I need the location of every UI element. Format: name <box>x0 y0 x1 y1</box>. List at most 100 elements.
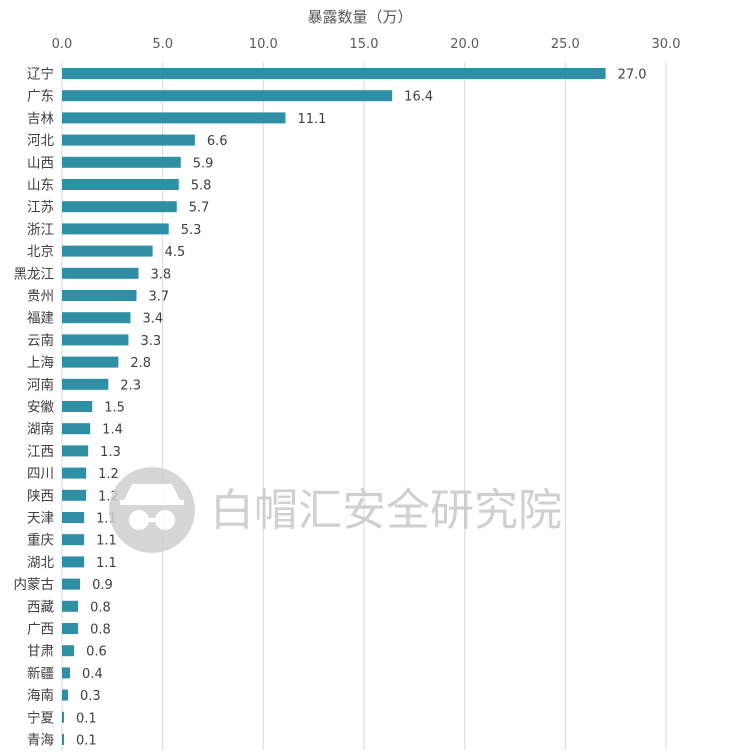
category-label: 安徽 <box>27 400 54 416</box>
category-label: 云南 <box>27 333 54 349</box>
category-label: 广西 <box>27 622 54 638</box>
bar <box>62 134 195 146</box>
x-axis-title: 暴露数量（万） <box>307 8 412 26</box>
bar <box>62 401 93 412</box>
bar <box>62 489 87 501</box>
value-label: 3.4 <box>142 312 163 327</box>
bar <box>62 689 69 701</box>
bar <box>62 68 606 79</box>
category-label: 浙江 <box>27 222 54 238</box>
value-label: 2.3 <box>120 378 141 393</box>
bar <box>62 290 137 301</box>
value-label: 5.3 <box>181 223 202 238</box>
category-label: 天津 <box>27 511 54 527</box>
category-label: 河南 <box>27 377 54 393</box>
category-label: 山东 <box>27 178 54 194</box>
bar <box>62 245 153 257</box>
category-label: 青海 <box>27 733 54 749</box>
bar <box>62 623 79 634</box>
value-label: 1.4 <box>102 423 123 438</box>
value-label: 0.1 <box>76 711 97 726</box>
value-label: 0.9 <box>92 578 113 593</box>
value-label: 0.3 <box>80 689 101 704</box>
x-tick-label: 20.0 <box>450 37 479 52</box>
category-label: 贵州 <box>27 289 54 305</box>
bar <box>62 267 139 279</box>
bar <box>62 534 85 546</box>
bar <box>62 600 79 612</box>
value-label: 0.6 <box>86 645 107 660</box>
category-label: 山西 <box>27 155 54 171</box>
x-tick-label: 15.0 <box>350 37 379 52</box>
category-label: 广东 <box>27 89 54 105</box>
bar <box>62 556 85 568</box>
x-tick-label: 0.0 <box>52 37 73 52</box>
watermark-text: 白帽汇安全研究院 <box>210 485 562 536</box>
bar <box>62 667 71 679</box>
category-label: 新疆 <box>27 666 54 682</box>
category-label: 上海 <box>27 355 54 371</box>
value-label: 6.6 <box>207 134 228 149</box>
bar <box>62 201 177 213</box>
value-label: 1.5 <box>104 401 125 416</box>
value-label: 27.0 <box>618 68 647 83</box>
bar <box>62 112 286 124</box>
category-label: 江西 <box>27 444 54 460</box>
category-label: 海南 <box>27 688 54 704</box>
value-label: 0.1 <box>76 734 97 749</box>
category-label: 湖南 <box>27 422 54 438</box>
grid-lines <box>61 62 667 750</box>
category-label: 陕西 <box>27 488 54 504</box>
watermark: 白帽汇安全研究院 <box>109 467 562 553</box>
bar <box>62 445 89 457</box>
category-label: 辽宁 <box>27 66 54 83</box>
hat-glasses-logo-icon <box>109 467 195 553</box>
category-label: 江苏 <box>27 200 54 216</box>
category-label: 宁夏 <box>27 709 54 726</box>
x-tick-labels: 0.0 5.0 10.0 15.0 20.0 25.0 30.0 <box>52 37 681 52</box>
x-tick-label: 30.0 <box>652 37 681 52</box>
bar <box>62 312 131 324</box>
bar <box>62 356 119 368</box>
category-label: 吉林 <box>27 111 54 127</box>
category-label: 甘肃 <box>27 644 54 660</box>
category-label: 西藏 <box>27 599 54 615</box>
value-label: 0.4 <box>82 667 103 682</box>
value-label: 0.8 <box>90 623 111 638</box>
category-label: 黑龙江 <box>14 266 55 282</box>
bar <box>62 512 85 523</box>
value-label: 4.5 <box>165 245 186 260</box>
category-label: 重庆 <box>27 533 54 549</box>
bar <box>62 423 91 435</box>
bar <box>62 734 65 745</box>
x-tick-label: 5.0 <box>152 37 173 52</box>
x-tick-label: 10.0 <box>249 37 278 52</box>
bar <box>62 179 179 190</box>
value-label: 5.8 <box>191 179 212 194</box>
category-label: 四川 <box>27 466 54 482</box>
bar <box>62 578 81 590</box>
bar <box>62 645 75 657</box>
value-label: 2.8 <box>130 356 151 371</box>
value-label: 16.4 <box>404 90 433 105</box>
category-label: 河北 <box>27 133 54 149</box>
value-label: 1.1 <box>96 556 117 571</box>
bar <box>62 223 169 235</box>
bar <box>62 467 87 479</box>
value-label: 3.3 <box>140 334 161 349</box>
x-tick-label: 25.0 <box>551 37 580 52</box>
value-label: 5.9 <box>193 156 214 171</box>
category-label: 北京 <box>27 244 54 260</box>
value-label: 3.7 <box>148 290 169 305</box>
category-label: 福建 <box>27 311 54 327</box>
category-labels: 辽宁广东吉林河北山西山东江苏浙江北京黑龙江贵州福建云南上海河南安徽湖南江西四川陕… <box>14 66 55 749</box>
value-label: 1.3 <box>100 445 121 460</box>
bars <box>62 68 606 745</box>
value-label: 3.8 <box>151 267 172 282</box>
category-label: 内蒙古 <box>14 577 55 593</box>
bar <box>62 334 129 346</box>
value-label: 5.7 <box>189 201 210 216</box>
category-label: 湖北 <box>27 555 54 571</box>
bar <box>62 378 109 390</box>
